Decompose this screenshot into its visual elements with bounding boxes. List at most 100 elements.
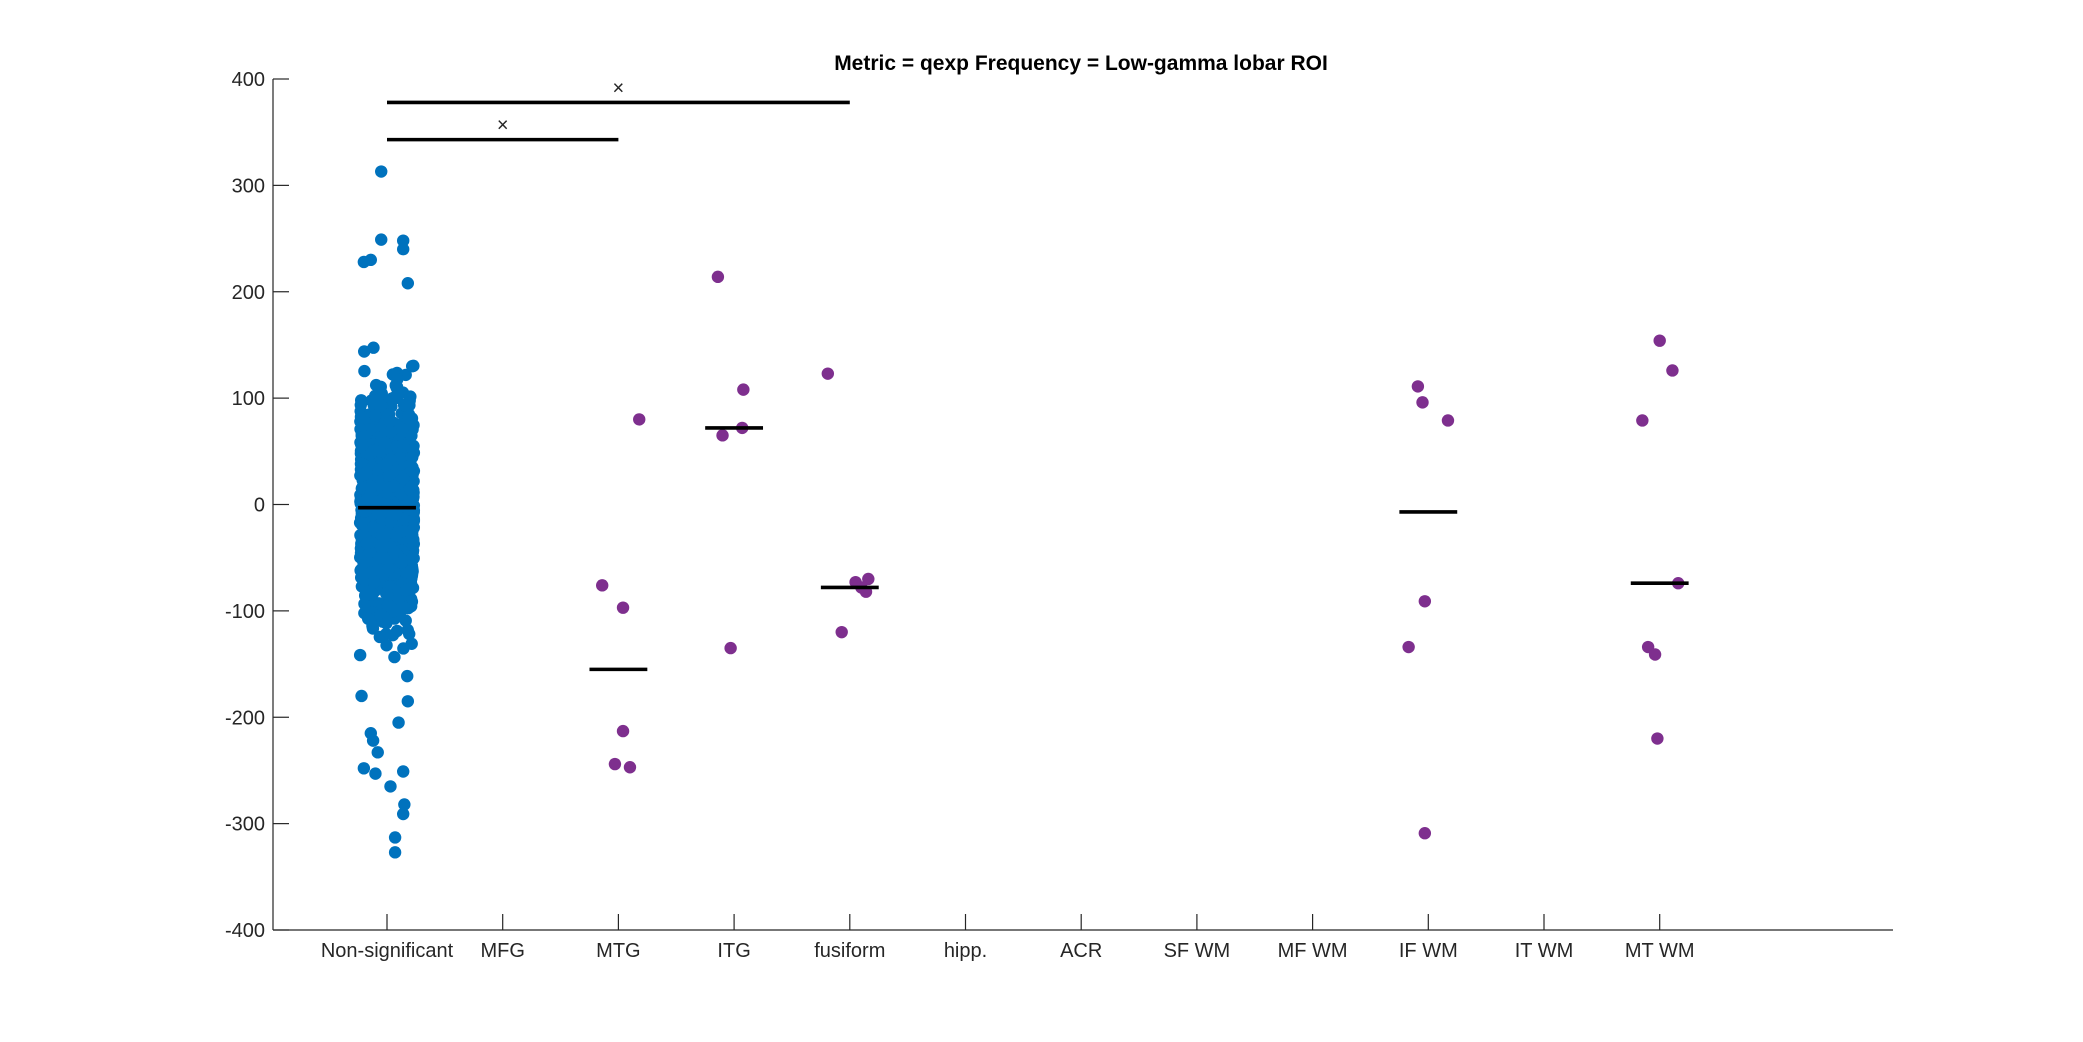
significant-points <box>596 270 1685 840</box>
nonsignificant-points <box>353 165 421 859</box>
significant-point <box>1418 595 1432 608</box>
significant-point <box>616 601 630 614</box>
nonsignificant-point <box>384 780 397 793</box>
x-tick-label: IT WM <box>1515 940 1574 962</box>
nonsignificant-point <box>388 846 402 859</box>
significant-point <box>1651 732 1664 745</box>
significant-point <box>1416 396 1429 409</box>
nonsignificant-point <box>387 545 401 558</box>
x-tick-label: MFG <box>480 940 524 962</box>
nonsignificant-point <box>390 624 404 638</box>
y-tick-label: -400 <box>225 920 265 942</box>
nonsignificant-point <box>401 695 415 708</box>
nonsignificant-point <box>373 445 387 458</box>
y-tick-label: -100 <box>225 601 265 623</box>
nonsignificant-point <box>406 524 419 537</box>
y-tick-label: 400 <box>232 69 265 91</box>
significant-point <box>608 757 622 771</box>
nonsignificant-point <box>395 556 408 569</box>
nonsignificant-point <box>370 495 383 509</box>
nonsignificant-point <box>360 537 374 550</box>
significant-point <box>862 572 875 586</box>
x-tick-label: MF WM <box>1278 940 1348 962</box>
nonsignificant-point <box>353 648 367 662</box>
significant-point <box>1418 826 1432 840</box>
significant-point <box>616 724 630 738</box>
y-tick-label: 300 <box>232 175 265 197</box>
nonsignificant-point <box>389 508 402 521</box>
nonsignificant-point <box>358 589 372 602</box>
y-tick-label: 200 <box>232 282 265 304</box>
nonsignificant-point <box>366 734 380 747</box>
nonsignificant-point <box>403 394 416 407</box>
nonsignificant-point <box>367 341 380 354</box>
nonsignificant-point <box>396 525 409 538</box>
nonsignificant-point <box>355 689 368 703</box>
chart-title: Metric = qexp Frequency = Low-gamma loba… <box>834 52 1328 75</box>
significant-point <box>1653 334 1666 347</box>
nonsignificant-point <box>379 458 392 472</box>
nonsignificant-point <box>396 423 409 436</box>
significant-point <box>1441 414 1455 427</box>
nonsignificant-point <box>388 831 402 844</box>
nonsignificant-point <box>391 389 405 402</box>
nonsignificant-point <box>405 360 419 373</box>
x-tick-label: MTG <box>596 940 640 962</box>
nonsignificant-point <box>402 408 416 421</box>
nonsignificant-point <box>354 394 368 407</box>
nonsignificant-point <box>405 429 418 442</box>
significant-point <box>623 761 637 774</box>
nonsignificant-point <box>368 408 382 422</box>
nonsignificant-point <box>392 716 405 729</box>
significance-marker: × <box>497 115 509 137</box>
significant-point <box>1648 648 1662 661</box>
y-tick-label: -200 <box>225 707 265 729</box>
nonsignificant-point <box>364 253 378 267</box>
nonsignificant-point <box>371 746 384 759</box>
nonsignificant-point <box>399 583 413 597</box>
nonsignificant-point <box>383 414 397 428</box>
significant-point <box>821 367 835 380</box>
x-tick-label: SF WM <box>1164 940 1231 962</box>
nonsignificant-point <box>355 469 368 482</box>
nonsignificant-point <box>382 469 396 482</box>
significant-point <box>716 429 729 442</box>
nonsignificant-point <box>397 472 410 485</box>
significant-point <box>711 270 725 284</box>
x-tick-label: ACR <box>1060 940 1102 962</box>
nonsignificant-point <box>380 617 393 630</box>
nonsignificant-point <box>357 762 371 775</box>
significance-marker: × <box>613 77 625 99</box>
nonsignificant-point <box>384 600 397 613</box>
y-tick-label: 100 <box>232 388 265 410</box>
x-tick-label: ITG <box>717 940 750 962</box>
nonsignificant-point <box>398 601 411 615</box>
significant-point <box>1666 364 1679 377</box>
nonsignificant-point <box>373 630 387 644</box>
nonsignificant-point <box>380 639 393 652</box>
x-tick-label: fusiform <box>814 940 885 962</box>
x-tick-label: Non-significant <box>321 940 454 962</box>
nonsignificant-point <box>396 765 410 778</box>
nonsignificant-point <box>396 807 410 821</box>
nonsignificant-point <box>366 521 380 534</box>
nonsignificant-point <box>405 637 418 651</box>
y-tick-label: 0 <box>254 495 265 517</box>
nonsignificant-point <box>358 364 371 378</box>
median-lines <box>358 426 1689 672</box>
nonsignificant-point <box>364 480 378 494</box>
significant-point <box>737 383 750 396</box>
nonsignificant-point <box>398 798 411 811</box>
y-tick-label: -300 <box>225 814 265 836</box>
axes: -400 -300 -200 -100 0 100 200 300 400 Non-signifi… <box>225 69 1893 962</box>
significance-bars: ×× <box>387 77 850 142</box>
nonsignificant-point <box>382 562 396 575</box>
x-tick-label: IF WM <box>1399 940 1458 962</box>
significant-point <box>1411 380 1425 393</box>
nonsignificant-point <box>405 480 418 493</box>
significant-point <box>596 579 609 592</box>
x-tick-label: MT WM <box>1625 940 1695 962</box>
nonsignificant-point <box>366 622 380 635</box>
nonsignificant-point <box>401 669 414 683</box>
nonsignificant-point <box>401 277 415 290</box>
